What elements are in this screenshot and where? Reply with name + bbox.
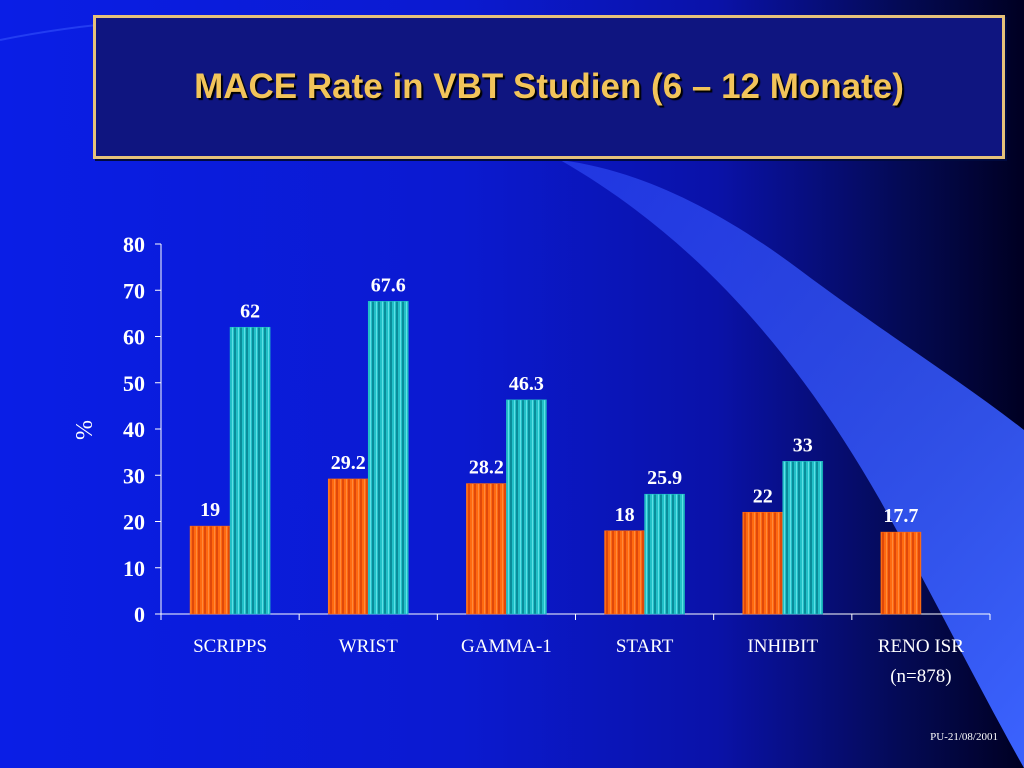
slide-title: MACE Rate in VBT Studien (6 – 12 Monate) — [194, 67, 904, 106]
title-box: MACE Rate in VBT Studien (6 – 12 Monate) — [93, 15, 1005, 159]
data-label: 28.2 — [469, 457, 504, 479]
chart-labels: 19 62 29.2 67.6 28.2 46.3 18 25.9 22 33 17.7 — [200, 274, 918, 527]
data-label: 19 — [200, 499, 220, 521]
y-tick-label: 60 — [123, 325, 145, 350]
data-label: 29.2 — [331, 452, 366, 474]
data-label: 17.7 — [883, 505, 918, 527]
y-axis-label: % — [72, 420, 98, 440]
y-tick-label: 50 — [123, 371, 145, 396]
data-label: 22 — [753, 485, 773, 507]
bar — [367, 301, 409, 615]
data-label: 67.6 — [371, 274, 406, 296]
y-tick-label: 30 — [123, 463, 145, 488]
chart-bars — [189, 301, 922, 615]
bar — [506, 399, 547, 615]
x-tick-label-line: SCRIPPS — [193, 636, 268, 657]
x-tick-label: INHIBIT — [713, 632, 853, 662]
bar — [604, 530, 645, 615]
x-tick-label-line: WRIST — [338, 636, 398, 657]
chart-axes: 0 10 20 30 40 50 60 70 80 — [123, 232, 991, 627]
x-tick-label: WRIST — [298, 632, 438, 662]
x-tick-label: START — [575, 632, 715, 662]
y-tick-label: 10 — [123, 556, 145, 581]
bar — [782, 461, 824, 615]
y-tick-label: 40 — [123, 417, 145, 442]
y-tick-label: 0 — [134, 602, 145, 627]
data-label: 46.3 — [509, 373, 544, 395]
bar — [742, 511, 784, 615]
data-label: 18 — [615, 504, 635, 526]
y-tick-label: 70 — [123, 278, 145, 303]
y-tick-label: 80 — [123, 232, 145, 257]
bar — [189, 525, 231, 615]
x-tick-label-line: INHIBIT — [747, 636, 819, 657]
data-label: 33 — [793, 434, 813, 456]
footer-note: PU-21/08/2001 — [930, 731, 998, 743]
bar — [880, 531, 922, 615]
x-tick-label: GAMMA-1 — [436, 632, 576, 662]
data-label: 62 — [240, 300, 260, 322]
x-tick-label-line: START — [615, 636, 674, 657]
bar — [229, 326, 271, 615]
bar — [327, 478, 369, 615]
x-tick-label: RENO ISR (n=878) — [851, 632, 991, 692]
x-tick-label-line: RENO ISR — [877, 636, 964, 657]
y-tick-label: 20 — [123, 510, 145, 535]
bar — [644, 493, 685, 615]
bar — [466, 483, 507, 615]
data-label: 25.9 — [647, 467, 682, 489]
x-tick-label-line: GAMMA-1 — [461, 636, 552, 657]
x-tick-label-line: (n=878) — [890, 666, 952, 687]
x-tick-label: SCRIPPS — [160, 632, 300, 662]
